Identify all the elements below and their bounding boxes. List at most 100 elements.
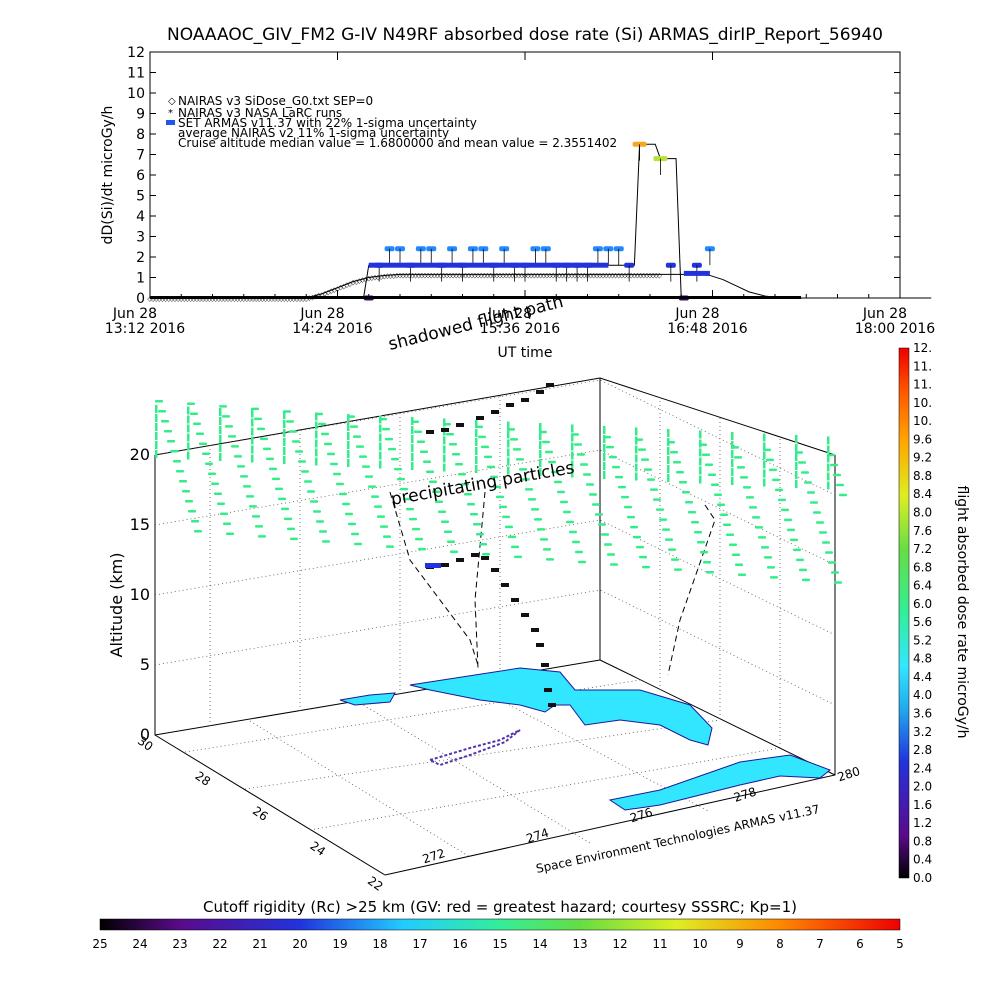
particle-marker [810,501,818,504]
armas-step-line [150,143,932,299]
particle-marker [385,437,393,441]
x-axis-label: UT time [498,345,553,361]
dose-colorbar-label: 2.8 [913,743,932,757]
particle-marker [630,525,638,529]
altitude-tick-label: 5 [140,655,150,674]
nairas-diamond-point: ◇ [500,271,506,279]
nairas-diamond-point: ◇ [488,271,494,279]
particle-marker [697,540,705,544]
particle-marker [379,433,382,442]
particle-marker [763,442,766,451]
particle-marker [793,548,801,552]
legend-entry-1: NAIRAS v3 SiDose_G0.txt SEP=0 [178,94,373,108]
particle-marker [205,462,213,466]
particle-marker [732,553,740,557]
flight-track-point [531,628,539,632]
particle-marker [784,518,792,522]
flight-track-point [441,428,449,432]
particle-marker [513,448,521,451]
particle-marker [516,458,524,461]
particle-marker [284,517,292,521]
rigidity-colorbar-label: 10 [692,937,707,951]
x-tick-time: 15:36 2016 [480,321,561,337]
particle-marker [449,443,457,446]
particle-marker [379,442,382,451]
nairas-diamond-point: ◇ [650,271,656,279]
flight-track-point [544,688,552,692]
particle-marker [674,568,682,571]
nairas-diamond-point: ◇ [497,271,503,279]
particle-marker [219,435,222,443]
particle-marker [164,430,172,433]
particle-marker [255,525,263,528]
blue-bar-marker-icon [166,120,175,125]
particle-marker [187,406,190,415]
dose-colorbar-label: 0.8 [913,834,932,848]
y-tick-label: 2 [136,250,145,266]
particle-marker [769,468,777,472]
particle-marker [790,538,798,542]
altitude-tick-label: 15 [130,515,150,534]
particle-marker [746,496,754,499]
particle-marker [484,455,492,459]
x-tick-date: Jun 28 [862,306,907,322]
particle-marker [339,492,347,496]
nairas-diamond-point: ◇ [441,271,447,279]
nairas-diamond-point: ◇ [379,273,385,281]
particle-marker [257,427,265,431]
dose-colorbar-label: 10. [913,396,932,410]
flight-track-markers [425,383,556,707]
particle-marker [400,487,408,491]
particle-marker [251,436,254,445]
particle-marker [827,445,830,454]
particle-marker [278,497,286,501]
nairas-diamond-point: ◇ [494,271,500,279]
particle-marker [414,430,422,433]
particle-marker [379,424,382,433]
x-tick-time: 16:48 2016 [667,321,748,337]
particle-marker [764,556,772,559]
particle-marker [443,454,446,463]
particle-marker [825,551,833,554]
particle-marker [321,432,329,436]
particle-marker [603,462,606,470]
dose-colorbar-label: 9.2 [913,451,932,465]
particle-marker [391,457,399,461]
particle-marker [743,486,751,489]
rigidity-colorbar-label: 6 [856,937,864,951]
particle-marker [423,460,431,463]
particle-marker [476,533,484,536]
nairas-diamond-point: ◇ [363,275,369,283]
nairas-diamond-point: ◇ [416,271,422,279]
particle-marker [828,561,836,564]
particle-marker [429,480,437,483]
particle-marker [571,433,574,442]
nairas-diamond-point: ◇ [525,271,531,279]
particle-marker [836,483,844,487]
dose-colorbar-label: 10. [913,414,932,428]
particle-marker [187,433,190,442]
legend-entry-5: Cruise altitude median value = 1.6800000… [178,136,617,150]
nairas-diamond-point: ◇ [582,271,588,279]
particle-marker [461,483,469,486]
particle-marker [266,457,274,461]
particle-marker [196,432,204,436]
nairas-diamond-point: ◇ [635,271,641,279]
dose-colorbar-label: 4.4 [913,670,932,684]
y-tick-label: 1 [136,271,145,287]
y-tick-label: 0 [136,291,145,307]
nairas-diamond-point: ◇ [532,271,538,279]
nairas-diamond-point: ◇ [397,271,403,279]
particle-marker [770,576,778,579]
nairas-diamond-point: ◇ [629,271,635,279]
particle-marker [315,457,318,466]
particle-marker [763,478,766,487]
particle-marker [508,535,516,539]
particle-marker [772,478,780,482]
particle-marker [231,445,239,448]
particle-marker [673,460,681,464]
nairas-diamond-point: ◇ [604,271,610,279]
particle-marker [763,451,766,460]
particle-marker [705,463,713,467]
